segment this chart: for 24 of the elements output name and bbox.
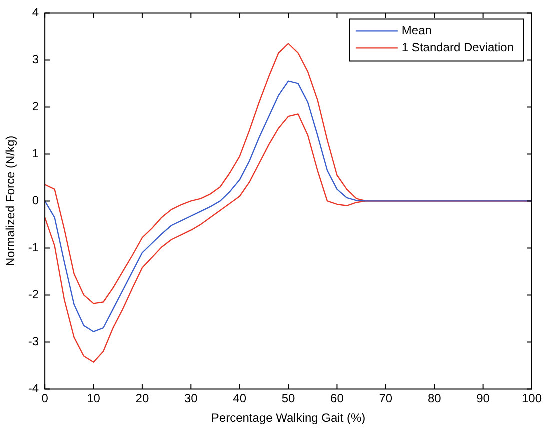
x-tick-label: 100 <box>522 392 542 406</box>
y-tick-label: -2 <box>28 288 40 302</box>
y-tick-label: -3 <box>28 334 40 349</box>
y-tick-label: 0 <box>32 194 40 208</box>
x-tick-label: 70 <box>379 392 393 406</box>
x-tick-label: 80 <box>428 392 442 406</box>
x-tick-label: 10 <box>87 392 101 406</box>
x-axis-title: Percentage Walking Gait (%) <box>211 411 366 426</box>
y-tick-label: 4 <box>32 6 40 20</box>
legend-label: 1 Standard Deviation <box>402 40 514 55</box>
y-tick-label: 1 <box>32 146 40 161</box>
y-tick-label: 3 <box>32 52 40 67</box>
x-tick-label: 0 <box>42 392 49 406</box>
x-tick-label: 20 <box>136 392 150 406</box>
legend-label: Mean <box>402 24 432 38</box>
x-tick-label: 50 <box>282 392 296 406</box>
x-tick-label: 90 <box>476 392 490 406</box>
y-tick-label: -4 <box>28 382 40 396</box>
x-tick-label: 60 <box>330 392 344 406</box>
y-tick-label: -1 <box>28 240 40 255</box>
y-tick-label: 2 <box>32 100 40 114</box>
x-tick-label: 30 <box>184 392 198 406</box>
y-axis-title: Normalized Force (N/kg) <box>4 136 18 267</box>
x-tick-label: 40 <box>233 392 247 406</box>
